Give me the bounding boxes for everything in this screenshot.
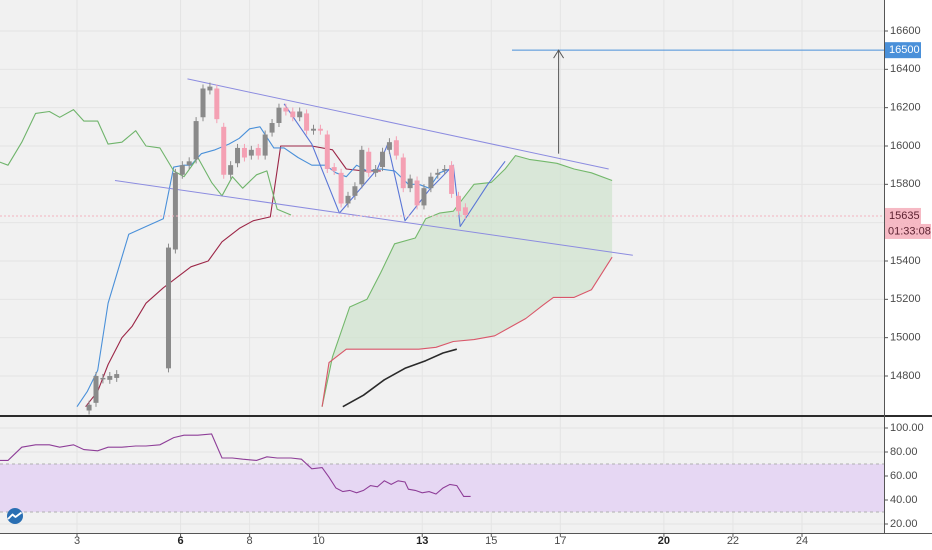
candle-body [290, 111, 296, 118]
channel-upper-line [187, 78, 609, 170]
target-level-label: 16500 [889, 44, 920, 56]
candle-body [276, 107, 282, 123]
candle-body [165, 247, 171, 369]
candle-body [442, 169, 448, 171]
candle-body [317, 128, 323, 131]
price-scale-background [884, 0, 932, 550]
candle-body [172, 172, 178, 250]
candle-body [435, 172, 441, 175]
candle-body [207, 86, 213, 91]
time-tick-label: 24 [796, 535, 808, 547]
tradingview-logo [7, 508, 23, 524]
series-tenkan [76, 126, 451, 408]
candle-body [221, 126, 227, 175]
candle-body [283, 107, 289, 112]
time-tick-label: 20 [658, 535, 670, 547]
rsi-tick-label: 40.00 [890, 494, 918, 506]
current-price-label: 15635 [889, 210, 920, 222]
candle-body [359, 149, 365, 185]
price-tick-label: 16600 [890, 25, 921, 37]
time-tick-label: 13 [416, 535, 428, 547]
rsi-band [0, 464, 884, 512]
series-rsi [0, 433, 471, 497]
candle-body [186, 161, 192, 166]
candle-body [200, 88, 206, 118]
candle-body [421, 188, 427, 206]
candle-body [386, 142, 392, 150]
time-tick-label: 10 [313, 535, 325, 547]
candle-body [193, 121, 199, 160]
candle-body [241, 147, 247, 158]
candle-body [235, 147, 241, 164]
candle-body [214, 88, 220, 120]
candle-body [262, 134, 268, 156]
current-price-label-bg [885, 207, 921, 224]
time-tick-label: 22 [727, 535, 739, 547]
candle-body [428, 176, 434, 189]
price-tick-label: 15400 [890, 255, 921, 267]
channel-lower-line [114, 180, 633, 256]
candle-body [269, 123, 275, 133]
series-moving-average [342, 348, 458, 408]
time-tick-label: 17 [554, 535, 566, 547]
price-tick-label: 16200 [890, 102, 921, 114]
candle-body [100, 377, 106, 380]
rsi-pane [0, 417, 884, 533]
time-tick-label: 3 [74, 535, 80, 547]
candle-body [352, 186, 358, 196]
candle-body [449, 165, 455, 194]
time-tick-label: 15 [485, 535, 497, 547]
candle-body [179, 165, 185, 175]
candle-body [297, 111, 303, 118]
series-zigzag [283, 103, 506, 228]
price-tick-label: 15800 [890, 178, 921, 190]
countdown-label-bg [885, 223, 931, 239]
candle-body [107, 376, 113, 380]
candle-body [380, 151, 386, 168]
time-tick-label: 6 [178, 535, 184, 547]
candle-body [414, 180, 420, 206]
rsi-tick-label: 80.00 [890, 446, 918, 458]
price-tick-label: 16400 [890, 63, 921, 75]
candle-body [248, 149, 254, 156]
series-senkou-a [321, 155, 613, 407]
candle-body [407, 178, 413, 189]
candle-body [393, 140, 399, 156]
target-level-label-bg [885, 42, 921, 59]
candle-body [338, 172, 344, 204]
candle-body [331, 167, 337, 171]
candle-body [373, 169, 379, 173]
candle-body [304, 113, 310, 131]
candle-body [455, 195, 461, 212]
price-tick-label: 15000 [890, 332, 921, 344]
ichimoku-cloud [322, 155, 613, 407]
candle-body [345, 195, 351, 204]
price-tick-label: 14800 [890, 370, 921, 382]
price-tick-label: 16000 [890, 140, 921, 152]
target-arrow-head [553, 49, 565, 59]
candle-body [324, 134, 330, 169]
time-scale-background [0, 533, 884, 550]
series-chikou [0, 109, 292, 216]
time-tick-label: 8 [247, 535, 253, 547]
candle-body [114, 374, 120, 378]
countdown-label: 01:33:08 [888, 225, 931, 237]
candle-body [310, 128, 316, 131]
pane-separator [0, 415, 932, 417]
price-tick-label: 15200 [890, 293, 921, 305]
candle-body [86, 404, 92, 411]
rsi-tick-label: 100.00 [890, 422, 924, 434]
candle-body [93, 376, 99, 403]
candle-body [462, 207, 468, 215]
series-senkou-b [321, 256, 613, 407]
main-pane [0, 0, 884, 415]
candle-body [400, 157, 406, 189]
candle-body [366, 151, 372, 173]
candle-body [255, 147, 261, 156]
rsi-tick-label: 60.00 [890, 470, 918, 482]
rsi-tick-label: 20.00 [890, 518, 918, 530]
candle-body [228, 165, 234, 175]
